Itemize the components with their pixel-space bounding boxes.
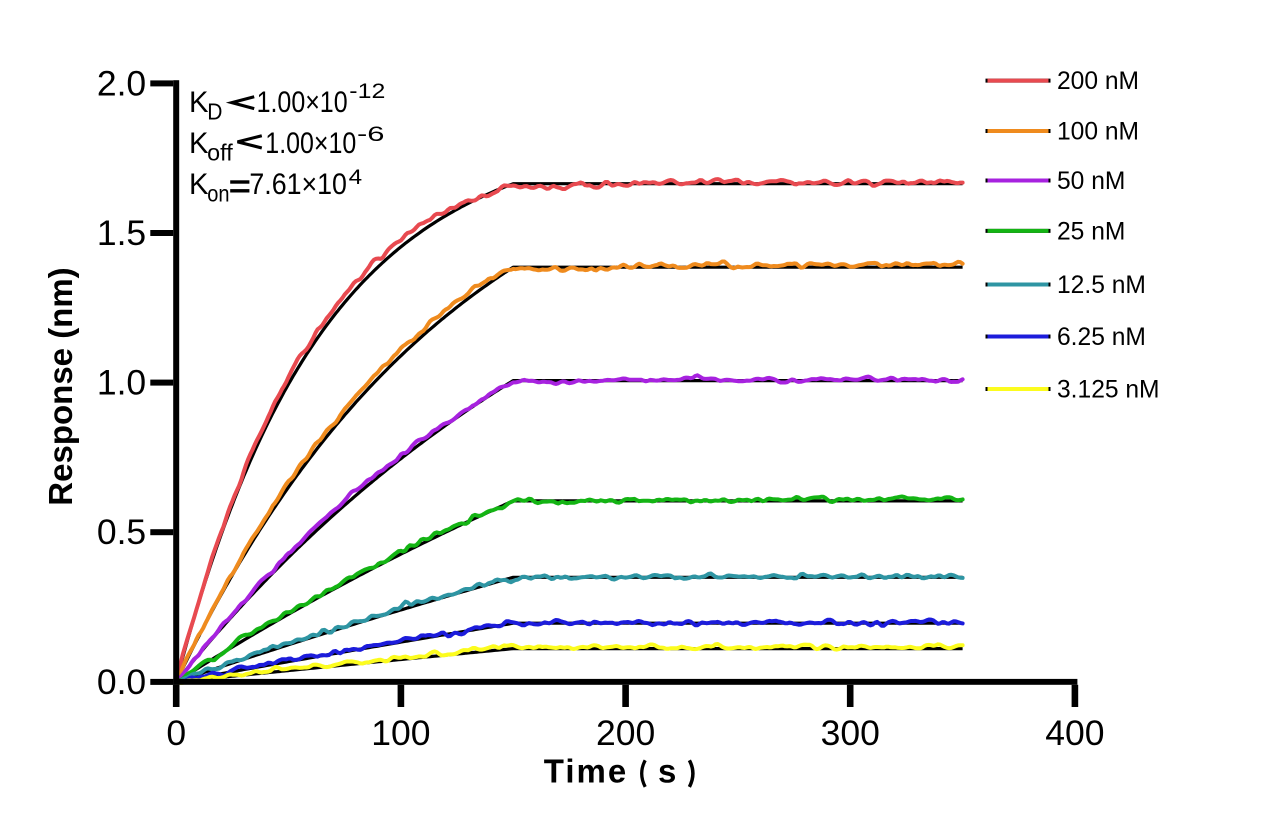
svg-text:3.125 nM: 3.125 nM [1057, 376, 1160, 403]
svg-text:Response (nm): Response (nm) [42, 267, 79, 505]
svg-text:1.00×10: 1.00×10 [257, 87, 348, 119]
svg-text:200: 200 [596, 713, 655, 753]
svg-text:12.5 nM: 12.5 nM [1057, 272, 1146, 299]
svg-text:D: D [207, 99, 222, 125]
svg-text:100: 100 [371, 713, 430, 753]
svg-text:K: K [189, 128, 209, 160]
svg-text:1.0: 1.0 [97, 363, 146, 403]
svg-text:0: 0 [166, 713, 186, 753]
svg-text:0.5: 0.5 [97, 512, 146, 552]
svg-text:K: K [189, 87, 209, 119]
svg-text:off: off [207, 140, 233, 166]
svg-text:6.25 nM: 6.25 nM [1057, 324, 1146, 351]
svg-text:300: 300 [821, 713, 880, 753]
svg-text:-6: -6 [357, 123, 385, 146]
svg-text:on: on [207, 181, 229, 207]
svg-text:Time: Time [544, 752, 628, 789]
svg-text:4: 4 [349, 166, 363, 189]
svg-text:0.0: 0.0 [97, 662, 146, 702]
svg-text:100 nM: 100 nM [1057, 118, 1139, 145]
svg-text:1.5: 1.5 [97, 213, 146, 253]
svg-text:1.00×10: 1.00×10 [265, 128, 356, 160]
svg-text:s: s [658, 752, 676, 789]
svg-text:2.0: 2.0 [97, 63, 146, 103]
svg-text:200 nM: 200 nM [1057, 68, 1139, 95]
svg-text:25 nM: 25 nM [1057, 218, 1125, 245]
svg-text:50 nM: 50 nM [1057, 168, 1125, 195]
svg-text:7.61×10: 7.61×10 [249, 169, 347, 201]
svg-text:K: K [189, 169, 209, 201]
svg-text:400: 400 [1045, 713, 1104, 753]
svg-text:-12: -12 [349, 80, 385, 103]
